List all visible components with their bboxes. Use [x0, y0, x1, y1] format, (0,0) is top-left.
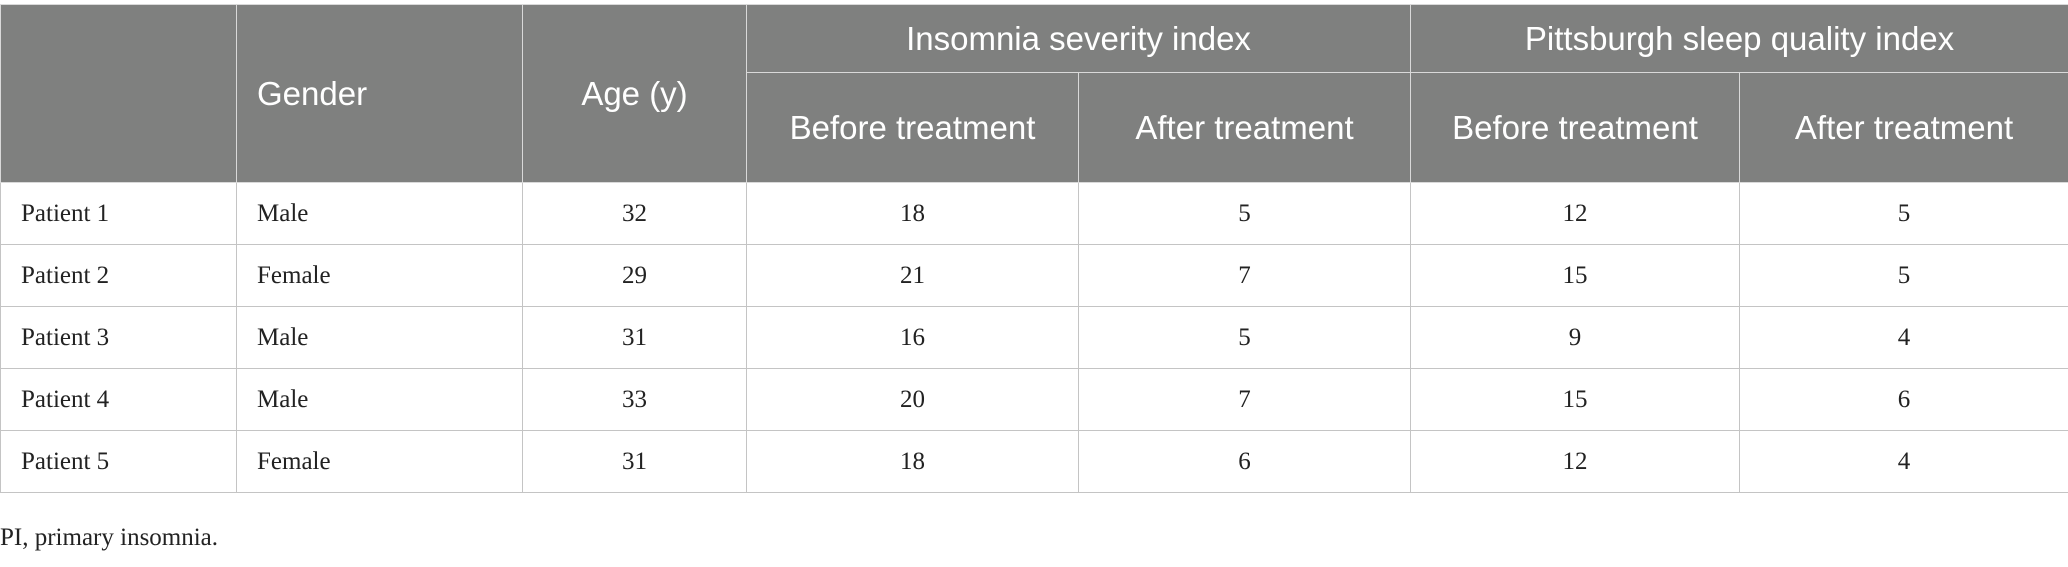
header-insomnia-severity-index: Insomnia severity index: [745, 4, 1412, 73]
header-blank: [0, 4, 237, 183]
cell-age: 31: [522, 430, 747, 493]
cell-isi-before: 16: [746, 306, 1079, 369]
cell-patient: Patient 3: [0, 306, 237, 369]
cell-gender: Female: [236, 430, 523, 493]
table-row: Patient 4 Male 33 20 7 15 6: [0, 368, 2068, 431]
cell-psqi-after: 5: [1739, 182, 2068, 245]
cell-isi-before: 21: [746, 244, 1079, 307]
cell-isi-before: 20: [746, 368, 1079, 431]
cell-patient: Patient 1: [0, 182, 237, 245]
header-isi-before-treatment: Before treatment: [746, 72, 1079, 183]
cell-isi-after: 7: [1077, 244, 1412, 307]
cell-isi-after: 7: [1077, 368, 1412, 431]
header-row-top: Gender Age (y) Insomnia severity index P…: [0, 4, 2068, 183]
cell-psqi-before: 15: [1410, 368, 1741, 431]
header-age: Age (y): [522, 4, 747, 183]
cell-patient: Patient 4: [0, 368, 237, 431]
header-gender: Gender: [236, 4, 523, 183]
cell-psqi-after: 4: [1739, 306, 2068, 369]
cell-isi-before: 18: [746, 182, 1079, 245]
cell-isi-after: 6: [1077, 430, 1412, 493]
cell-psqi-before: 15: [1410, 244, 1741, 307]
header-psqi-after-treatment: After treatment: [1739, 72, 2068, 183]
cell-gender: Male: [236, 368, 523, 431]
cell-psqi-after: 4: [1739, 430, 2068, 493]
cell-psqi-after: 5: [1739, 244, 2068, 307]
cell-gender: Female: [236, 244, 523, 307]
cell-age: 33: [522, 368, 747, 431]
cell-isi-before: 18: [746, 430, 1079, 493]
patient-table: Gender Age (y) Insomnia severity index P…: [0, 4, 2068, 493]
cell-age: 29: [522, 244, 747, 307]
cell-psqi-before: 12: [1410, 182, 1741, 245]
header-row-sub: Before treatment After treatment Before …: [1, 72, 2068, 183]
table-footnote: PI, primary insomnia.: [0, 524, 219, 551]
cell-psqi-before: 9: [1410, 306, 1741, 369]
cell-age: 31: [522, 306, 747, 369]
header-psqi-before-treatment: Before treatment: [1410, 72, 1741, 183]
cell-psqi-before: 12: [1410, 430, 1741, 493]
cell-psqi-after: 6: [1739, 368, 2068, 431]
cell-age: 32: [522, 182, 747, 245]
table-row: Patient 1 Male 32 18 5 12 5: [0, 182, 2068, 245]
table-row: Patient 5 Female 31 18 6 12 4: [0, 430, 2068, 493]
header-isi-after-treatment: After treatment: [1077, 72, 1412, 183]
cell-isi-after: 5: [1077, 182, 1412, 245]
cell-patient: Patient 5: [0, 430, 237, 493]
cell-patient: Patient 2: [0, 244, 237, 307]
table-row: Patient 2 Female 29 21 7 15 5: [0, 244, 2068, 307]
cell-gender: Male: [236, 306, 523, 369]
cell-isi-after: 5: [1077, 306, 1412, 369]
table-row: Patient 3 Male 31 16 5 9 4: [0, 306, 2068, 369]
header-pittsburgh-sleep-quality-index: Pittsburgh sleep quality index: [1410, 4, 2068, 73]
cell-gender: Male: [236, 182, 523, 245]
